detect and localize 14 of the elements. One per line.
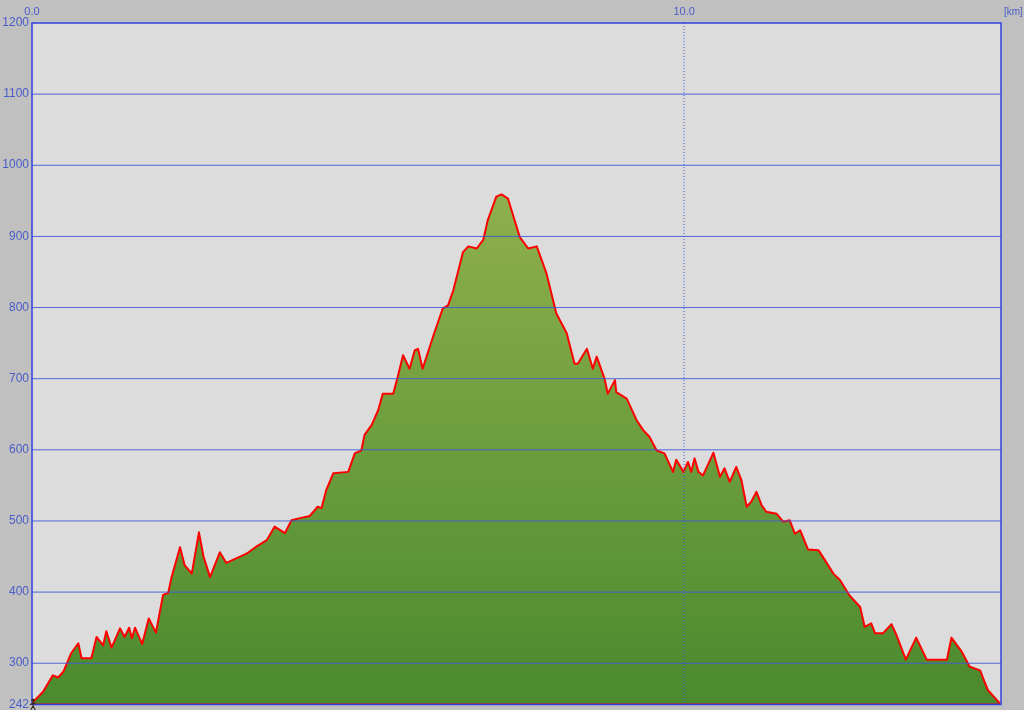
y-tick-label: 900 — [8, 228, 30, 243]
x-axis-title: [km] — [1004, 5, 1024, 17]
y-tick-label: 400 — [8, 584, 30, 599]
x-tick-label: 0.0 — [24, 4, 40, 17]
y-tick-label: 600 — [8, 442, 30, 456]
x-tick-label: 10.0 — [673, 4, 695, 17]
y-tick-label: 1100 — [3, 86, 30, 101]
y-tick-label: 1200 — [2, 15, 30, 30]
y-tick-label: 800 — [8, 299, 30, 314]
y-tick-label: 700 — [8, 370, 30, 385]
y-tick-label: 242 — [8, 696, 30, 710]
y-tick-label: 1000 — [2, 157, 30, 172]
y-tick-label: 300 — [8, 655, 30, 670]
y-tick-label: 500 — [8, 513, 30, 528]
